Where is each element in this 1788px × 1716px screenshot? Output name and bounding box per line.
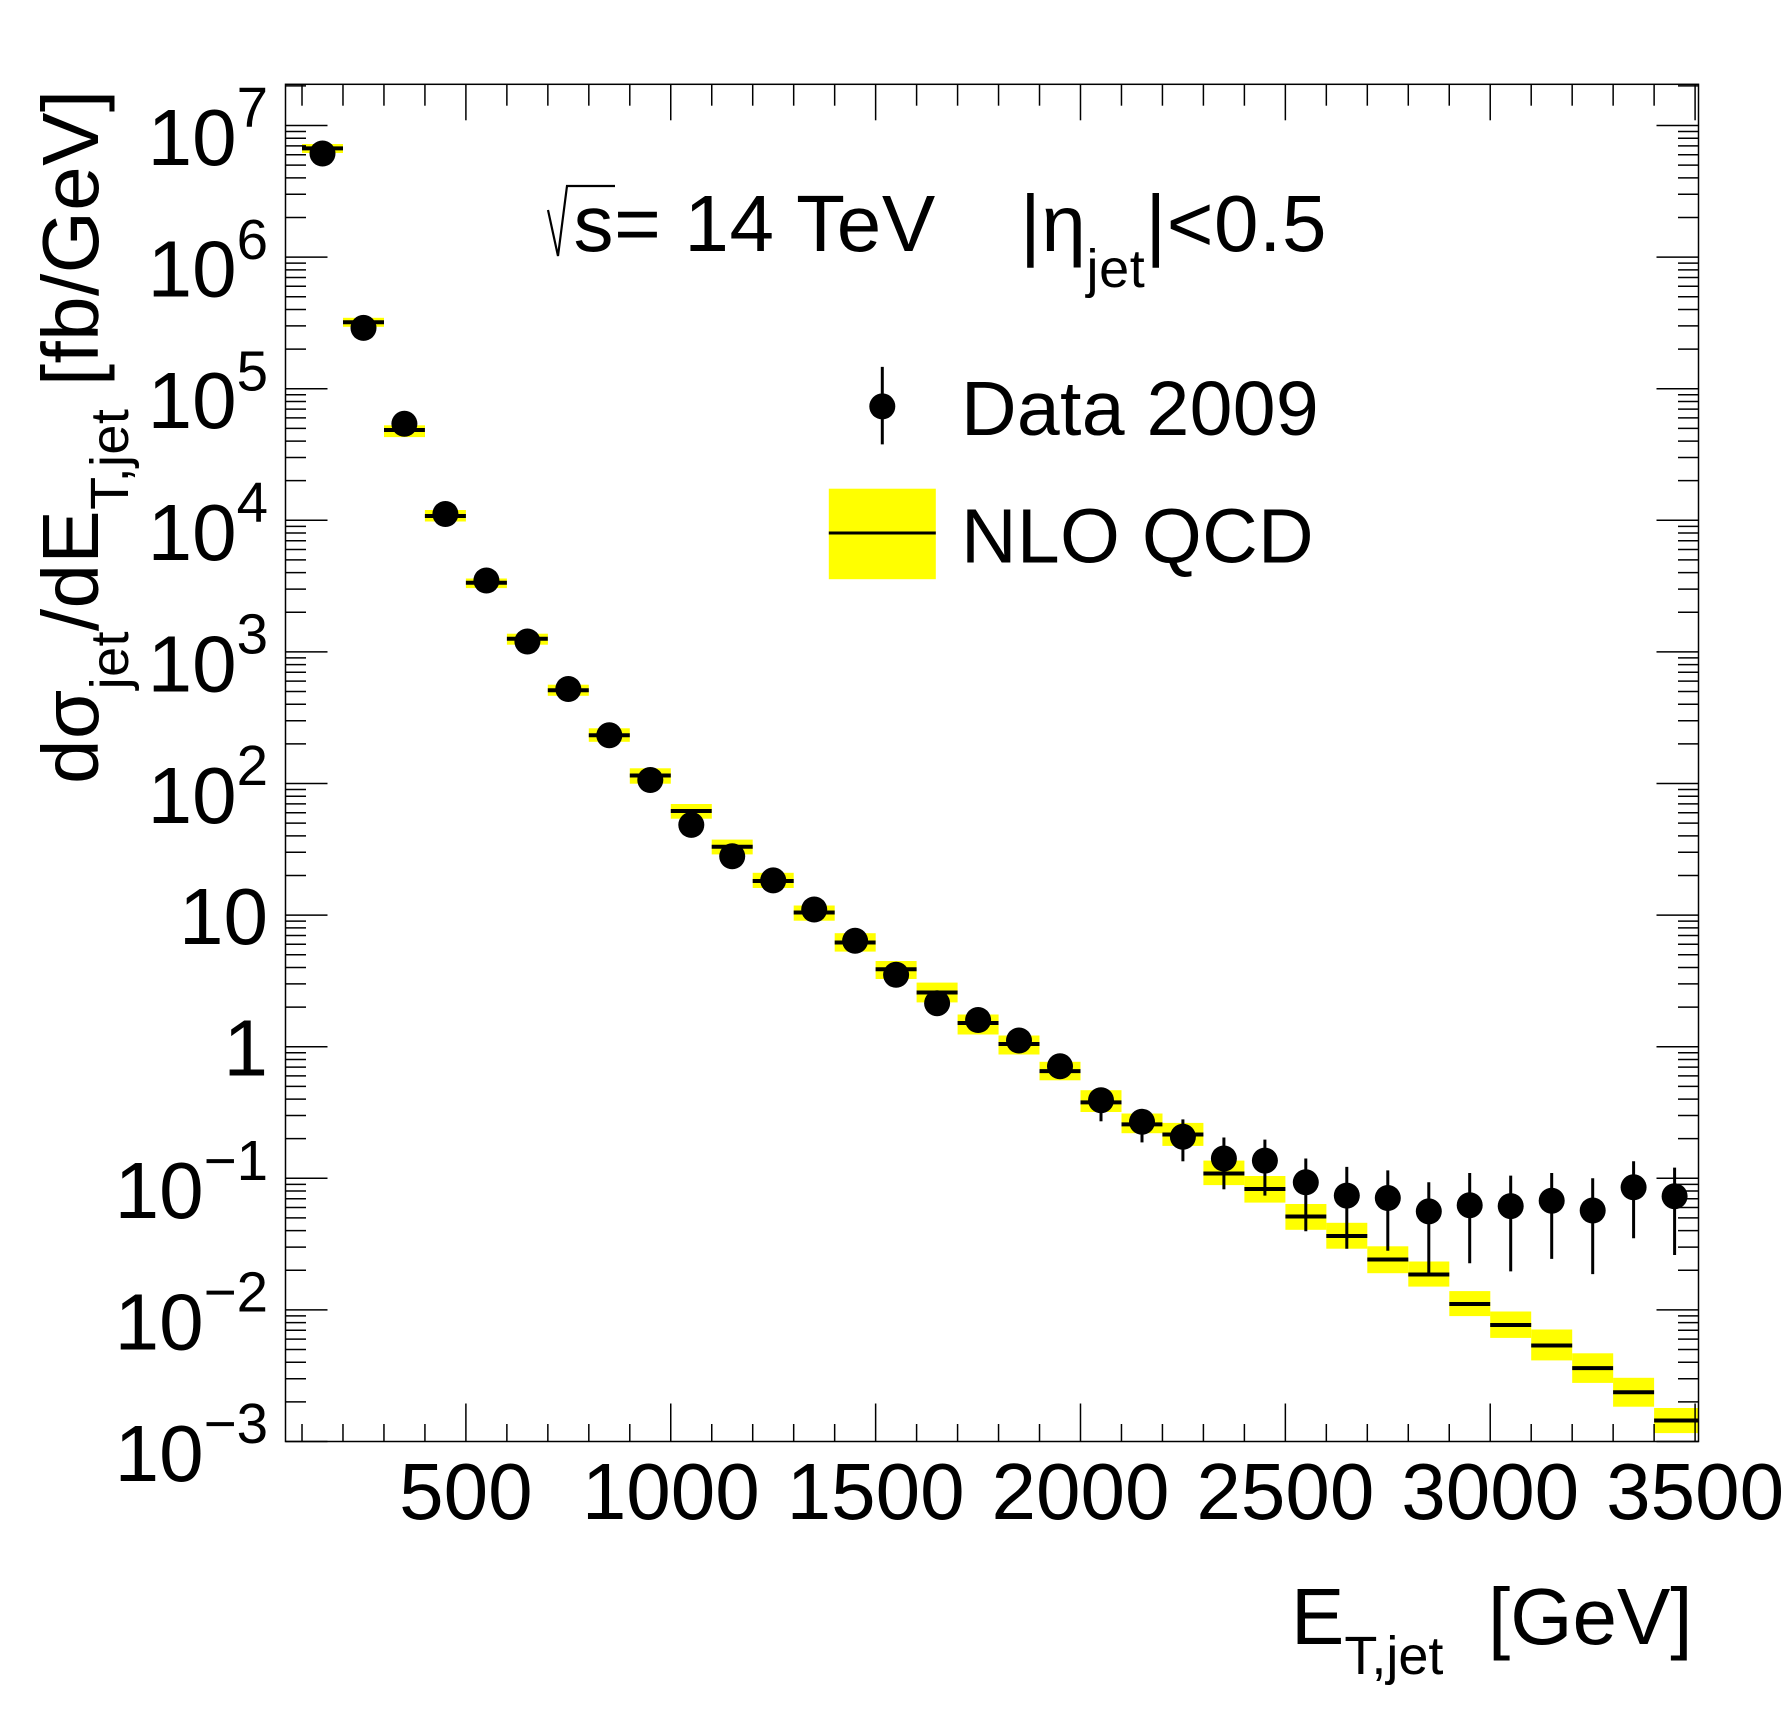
svg-text:10: 10 (179, 872, 268, 961)
svg-text:1000: 1000 (582, 1447, 760, 1536)
svg-text:103: 103 (148, 603, 268, 709)
svg-text:1500: 1500 (787, 1447, 965, 1536)
svg-text:3500: 3500 (1606, 1447, 1784, 1536)
svg-text:2000: 2000 (992, 1447, 1170, 1536)
svg-text:|ηjet|<0.5: |ηjet|<0.5 (1020, 179, 1327, 299)
svg-text:500: 500 (399, 1447, 532, 1536)
svg-text:[GeV]: [GeV] (1488, 1572, 1693, 1661)
svg-text:s= 14 TeV: s= 14 TeV (574, 179, 936, 268)
svg-text:NLO QCD: NLO QCD (961, 494, 1314, 580)
svg-text:3000: 3000 (1401, 1447, 1579, 1536)
svg-text:105: 105 (148, 339, 268, 445)
svg-text:2500: 2500 (1196, 1447, 1374, 1536)
svg-text:1: 1 (224, 1004, 269, 1093)
svg-text:Data 2009: Data 2009 (961, 366, 1319, 452)
